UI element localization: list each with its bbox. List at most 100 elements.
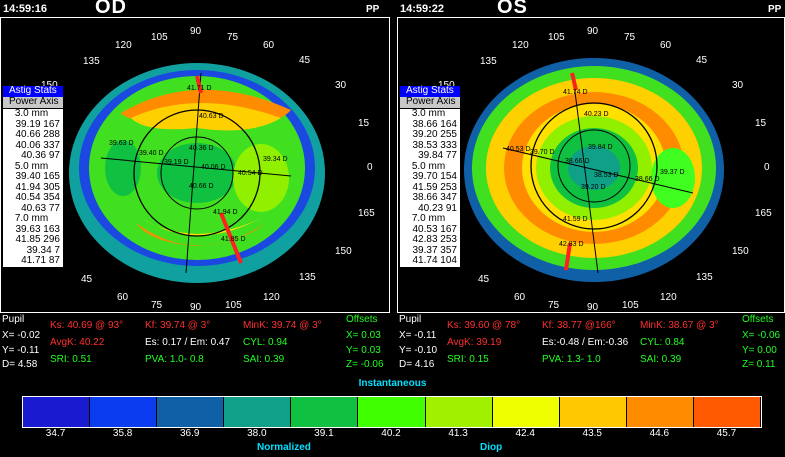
os-astig-stats: Astig Stats Power Axis 3.0 mm 38.66 164 … — [400, 85, 460, 267]
os-astig-row: 38.66 347 — [412, 192, 458, 203]
od-map-label: 40.36 D — [189, 145, 214, 152]
scale-tick-label: 40.2 — [381, 428, 401, 439]
os-astig-stats-button[interactable]: Astig Stats — [400, 85, 460, 97]
os-astig-mm: 7.0 mm — [411, 213, 446, 224]
od-map-label: 41.94 D — [213, 209, 238, 216]
os-map-label: 39.84 D — [588, 144, 613, 151]
scale-tick-label: 36.9 — [179, 428, 200, 439]
os-pupil-d: D= 4.16 — [399, 359, 435, 370]
os-angle-105: 105 — [548, 32, 565, 43]
map-type-label: Instantaneous — [358, 378, 427, 389]
scale-swatch — [157, 397, 225, 427]
os-map-label: 38.53 D — [594, 172, 619, 179]
od-astig-stats: Astig Stats Power Axis 3.0 mm 39.19 167 … — [3, 85, 63, 267]
os-astig-row: 39.84 77 — [418, 150, 457, 161]
os-offset-y: Y= 0.00 — [742, 345, 777, 356]
os-astig-row: 41.74 104 — [412, 255, 458, 266]
os-angle-15: 15 — [755, 118, 767, 129]
scale-tick-label: 44.6 — [649, 428, 670, 439]
scale-swatch — [224, 397, 292, 427]
od-map-panel[interactable]: 90 105 75 120 60 135 45 150 30 15 0 165 … — [0, 17, 390, 313]
os-angle-120b: 120 — [660, 292, 677, 303]
scale-swatch — [492, 397, 560, 427]
od-angle-105b: 105 — [225, 300, 242, 311]
scale-tick-label: 35.8 — [112, 428, 133, 439]
od-topography-map: 90 105 75 120 60 135 45 150 30 15 0 165 … — [41, 26, 375, 313]
od-eye-label: OD — [95, 0, 127, 18]
scale-tick-label: 42.4 — [515, 428, 535, 439]
od-kf: Kf: 39.74 @ 3° — [145, 320, 211, 331]
os-angle-45b: 45 — [478, 274, 490, 285]
od-time: 14:59:16 — [3, 3, 48, 15]
os-astig-row: 38.66 164 — [412, 118, 458, 130]
os-map-label: 41.59 D — [563, 216, 588, 223]
os-offset-z: Z= 0.11 — [742, 359, 776, 370]
od-pupil-label: Pupil — [2, 314, 25, 325]
os-map-label: 39.70 D — [530, 149, 555, 156]
od-astig-mm: 3.0 mm — [3, 108, 60, 120]
scale-tick-label: 34.7 — [45, 428, 66, 439]
od-astig-row: 39.63 163 — [15, 223, 61, 235]
od-angle-135: 135 — [83, 56, 100, 67]
od-astig-row: 41.94 305 — [15, 181, 61, 193]
os-map-label: 38.66 D — [565, 158, 590, 165]
od-astig-row: 40.36 97 — [21, 150, 60, 161]
od-astig-row: 41.85 296 — [15, 234, 61, 245]
od-astig-stats-button[interactable]: Astig Stats — [3, 85, 63, 97]
od-pva: PVA: 1.0- 0.8 — [145, 354, 204, 365]
os-eye-label: OS — [497, 0, 528, 18]
os-angle-135b: 135 — [696, 272, 713, 283]
os-astig-row: 38.53 333 — [412, 139, 458, 151]
os-mink: MinK: 38.67 @ 3° — [640, 320, 719, 331]
os-astig-mm: 5.0 mm — [411, 160, 446, 172]
os-power-axis-button[interactable]: Power Axis — [400, 96, 460, 109]
od-astig-row: 40.63 77 — [21, 202, 60, 214]
os-pva: PVA: 1.3- 1.0 — [542, 354, 601, 365]
od-angle-150b: 150 — [335, 246, 352, 257]
scale-tick-label: 45.7 — [716, 428, 737, 439]
od-angle-90: 90 — [190, 26, 202, 37]
os-astig-row: 39.37 357 — [412, 244, 458, 256]
os-astig-row: 42.83 253 — [412, 234, 458, 245]
os-map-label: 39.20 D — [581, 184, 606, 191]
od-astig-row: 40.06 337 — [15, 139, 61, 151]
scale-tick-label: 41.3 — [448, 428, 468, 439]
os-angle-60: 60 — [660, 40, 672, 51]
od-astig-mm: 7.0 mm — [14, 213, 49, 224]
od-astig-row: 39.34 7 — [26, 244, 60, 256]
od-angle-15: 15 — [358, 118, 370, 129]
od-angle-45: 45 — [299, 55, 311, 66]
scale-swatch — [559, 397, 627, 427]
od-cyl: CYL: 0.94 — [243, 337, 288, 348]
os-time: 14:59:22 — [400, 3, 445, 15]
od-angle-120b: 120 — [263, 292, 280, 303]
os-astig-row: 39.20 255 — [412, 129, 458, 140]
od-angle-120: 120 — [115, 40, 132, 51]
od-map-label: 40.63 D — [199, 113, 224, 120]
os-angle-60b: 60 — [514, 292, 526, 303]
scale-swatch — [425, 397, 493, 427]
os-topography-map: 90 105 75 120 60 135 45 150 30 15 0 165 … — [438, 26, 772, 313]
od-angle-135b: 135 — [299, 272, 316, 283]
os-astig-row: 40.23 91 — [418, 202, 457, 214]
os-sai: SAI: 0.39 — [640, 354, 682, 365]
unit-label: Diop — [480, 442, 503, 453]
os-angle-90b: 90 — [587, 302, 599, 312]
os-astig-row: 41.59 253 — [412, 181, 458, 193]
scale-tick-label: 38.0 — [247, 428, 267, 439]
normalized-label[interactable]: Normalized — [257, 442, 311, 453]
os-angle-75: 75 — [624, 32, 636, 43]
os-pp-label: PP — [768, 4, 782, 15]
od-power-axis-button[interactable]: Power Axis — [3, 96, 63, 109]
os-map-label: 41.74 D — [563, 89, 588, 96]
os-map-panel[interactable]: 90 105 75 120 60 135 45 150 30 15 0 165 … — [397, 17, 785, 313]
scale-tick-label: 39.1 — [314, 428, 334, 439]
od-map-label: 40.06 D — [201, 164, 226, 171]
os-offsets-label: Offsets — [742, 314, 774, 325]
od-angle-45b: 45 — [81, 274, 93, 285]
os-angle-90: 90 — [587, 26, 599, 37]
scale-swatch — [291, 397, 359, 427]
scale-swatch — [23, 397, 91, 427]
os-pupil-y: Y= -0.10 — [399, 345, 438, 356]
od-angle-75: 75 — [227, 32, 239, 43]
